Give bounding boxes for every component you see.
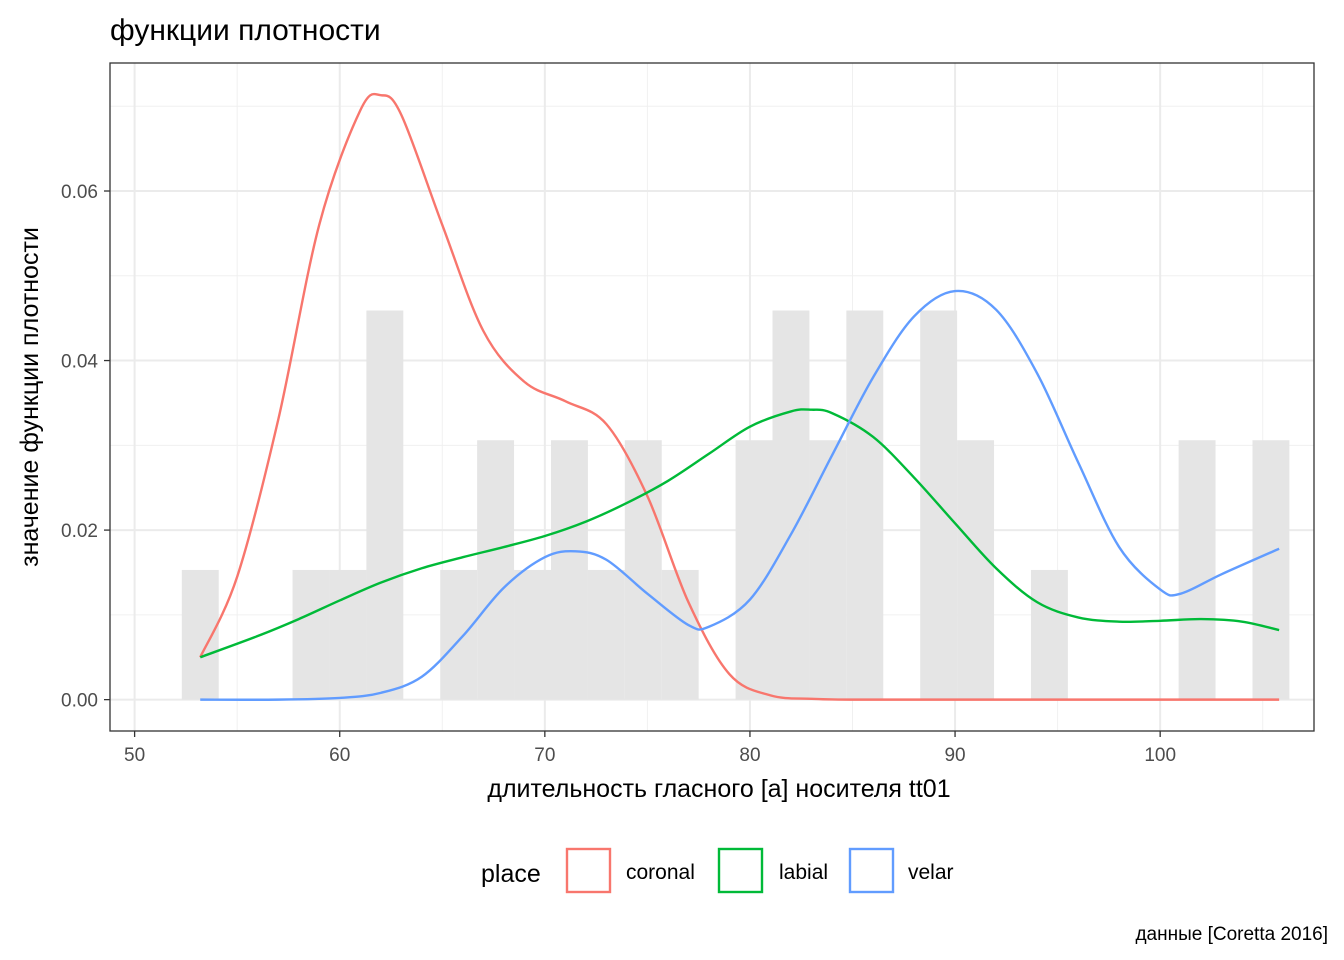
panel-border (109, 62, 1315, 732)
y-tick-label: 0.02 (61, 521, 98, 542)
histogram-bar (661, 569, 699, 700)
plot-panel (110, 63, 1314, 731)
histogram-bar (440, 569, 478, 700)
y-axis-ticks: 0.00 0.02 0.04 0.06 (61, 182, 110, 712)
histogram-bar (957, 440, 995, 700)
histogram-bar (366, 310, 404, 700)
histogram-bar (772, 310, 810, 700)
y-tick-label: 0.06 (61, 182, 98, 203)
histogram-bar (514, 569, 551, 700)
histogram-bar (735, 440, 773, 700)
y-tick-label: 0.00 (61, 691, 98, 712)
legend-label-coronal: coronal (626, 861, 695, 884)
x-tick-label: 60 (329, 745, 350, 766)
x-axis-title: длительность гласного [а] носителя tt01 (487, 775, 950, 803)
density-curves (199, 92, 1280, 701)
density-line-labial (199, 408, 1280, 659)
legend-title: place (481, 860, 541, 888)
chart-title: функции плотности (110, 14, 381, 47)
histogram-bar (809, 440, 847, 700)
x-tick-label: 100 (1144, 745, 1176, 766)
histogram-bar (587, 569, 625, 700)
histogram-bars (181, 310, 1290, 700)
density-line-velar (200, 289, 1280, 701)
x-tick-label: 50 (124, 745, 145, 766)
legend-key-velar (848, 847, 895, 894)
histogram-bar (1252, 440, 1290, 700)
histogram-bar (477, 440, 515, 700)
legend-key-coronal (565, 847, 612, 894)
legend-label-velar: velar (908, 861, 954, 884)
x-tick-label: 90 (944, 745, 965, 766)
histogram-bar (624, 440, 662, 700)
density-line-coronal (199, 92, 1280, 701)
legend-key-labial (717, 847, 764, 894)
panel-background (110, 63, 1314, 731)
x-axis-ticks: 50 60 70 80 90 100 (124, 731, 1176, 766)
legend-label-labial: labial (779, 861, 828, 884)
histogram-bar (1030, 569, 1068, 700)
caption: данные [Coretta 2016] (1135, 924, 1328, 945)
panel-outline (109, 62, 1315, 732)
histogram-bar (292, 569, 330, 700)
x-tick-label: 80 (739, 745, 760, 766)
legend: place coronal labial velar (481, 847, 954, 894)
histogram-bar (1178, 440, 1216, 700)
x-tick-label: 70 (534, 745, 555, 766)
histogram-bar (329, 569, 367, 700)
histogram-bar (846, 310, 884, 700)
y-axis-title: значение функции плотности (16, 227, 44, 567)
y-tick-label: 0.04 (61, 352, 98, 373)
histogram-bar (550, 440, 588, 700)
